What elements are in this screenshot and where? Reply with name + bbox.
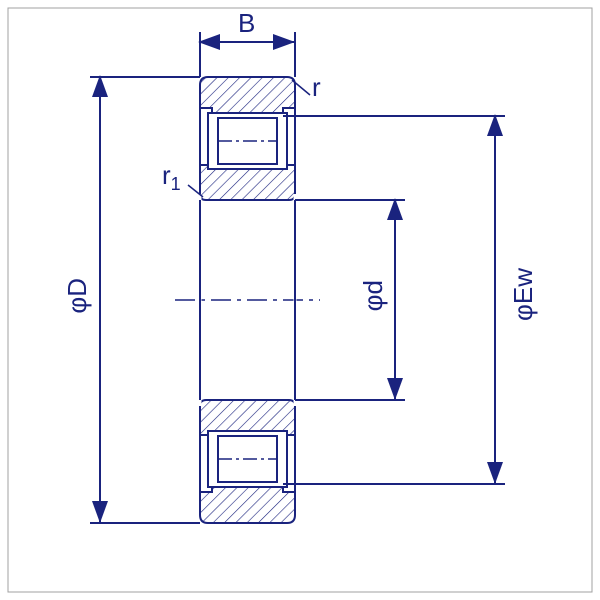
label-Ew: φEw xyxy=(508,268,539,321)
label-r1-main: r xyxy=(162,160,171,190)
label-r1-sub: 1 xyxy=(171,174,181,194)
label-r1: r1 xyxy=(162,160,181,195)
outer-ring-top xyxy=(200,77,295,116)
label-d: φd xyxy=(358,280,389,311)
label-B: B xyxy=(238,8,255,39)
outer-ring-bottom xyxy=(200,484,295,523)
label-D: φD xyxy=(62,278,93,314)
inner-ring-top xyxy=(200,165,295,200)
diagram-container: B φD φd φEw r r1 xyxy=(0,0,600,600)
inner-ring-bottom xyxy=(200,400,295,435)
label-r: r xyxy=(312,72,321,103)
